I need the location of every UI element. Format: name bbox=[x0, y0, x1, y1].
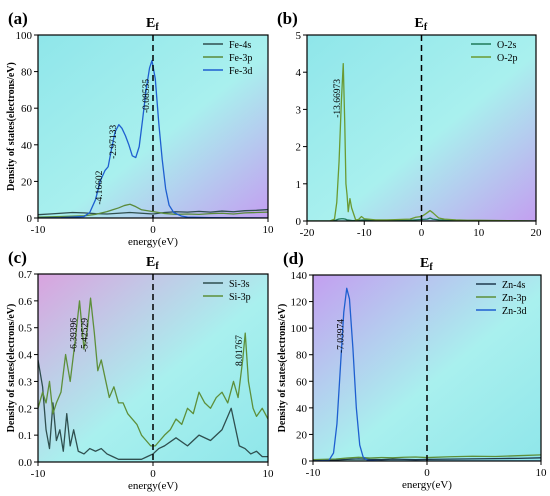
y-tick-label: 100 bbox=[16, 30, 33, 42]
y-axis-label: Density of states(electrons/eV) bbox=[6, 62, 17, 191]
y-tick-label: 0.6 bbox=[18, 296, 32, 308]
x-tick-label: -20 bbox=[300, 227, 315, 239]
y-tick-label: 0.7 bbox=[18, 269, 32, 281]
x-tick-label: 0 bbox=[150, 468, 156, 480]
series-group bbox=[38, 59, 268, 218]
y-tick-label: 0 bbox=[302, 456, 308, 468]
legend-entry: O-2s bbox=[497, 40, 517, 51]
y-tick-label: 120 bbox=[291, 297, 308, 309]
dos-panel-2: Ef -20 -10 0 10 20 0 1 2 3 4 5 (b) -13.66973 O-2s O-2p bbox=[277, 9, 542, 239]
x-tick-label: -10 bbox=[31, 468, 46, 480]
peak-annotation: -6.39396 bbox=[70, 318, 80, 352]
legend-entry: Zn-3d bbox=[502, 306, 526, 317]
y-tick-label: 140 bbox=[291, 270, 308, 282]
peak-annotation: -7.03974 bbox=[337, 319, 347, 353]
dos-panel-4: Ef-10 0 10020406080100120140energy(eV)Dens… bbox=[277, 249, 547, 491]
y-tick-label: 0.1 bbox=[18, 430, 32, 442]
legend-entry: O-2p bbox=[497, 53, 518, 64]
x-tick-label: 0 bbox=[424, 467, 430, 479]
legend-entry: Zn-4s bbox=[502, 280, 525, 291]
y-tick-label: 2 bbox=[296, 142, 302, 154]
x-tick-label: -10 bbox=[306, 467, 321, 479]
peak-annotation: -0.08535 bbox=[142, 79, 152, 113]
x-tick-label: 10 bbox=[263, 224, 275, 236]
y-tick-label: 60 bbox=[21, 103, 33, 115]
y-tick-label: 0.4 bbox=[18, 350, 32, 362]
legend-entry: Si-3s bbox=[229, 279, 250, 290]
series-line-o-2p bbox=[307, 62, 536, 221]
peak-annotation: -5.42529 bbox=[81, 318, 91, 352]
dos-panel-3: Ef -10 0 10 0.0 0.1 0.2 0.3 0.4 0.5 0.6 0.7 energy(e… bbox=[6, 248, 274, 492]
fermi-label-subscript: f bbox=[429, 262, 433, 273]
panel-label: (d) bbox=[283, 249, 304, 268]
x-axis-label: energy(eV) bbox=[128, 480, 178, 492]
y-tick-label: 3 bbox=[296, 104, 302, 116]
fermi-label: Ef bbox=[415, 16, 428, 33]
x-tick-label: 10 bbox=[473, 227, 485, 239]
peak-annotation: 8.01767 bbox=[235, 335, 245, 366]
fermi-label-subscript: f bbox=[155, 261, 159, 272]
x-tick-label: 0 bbox=[150, 224, 156, 236]
legend-entry: Zn-3p bbox=[502, 293, 526, 304]
series-line-zn-3p bbox=[313, 454, 541, 461]
y-tick-label: 100 bbox=[291, 323, 308, 335]
y-tick-label: 5 bbox=[296, 30, 302, 42]
y-tick-label: 4 bbox=[296, 67, 302, 79]
panel-label: (b) bbox=[277, 9, 298, 28]
y-axis-label: Density of states(electrons/eV) bbox=[6, 304, 17, 433]
series-group bbox=[38, 297, 268, 460]
legend-entry: Fe-3d bbox=[229, 66, 252, 77]
y-tick-label: 20 bbox=[296, 429, 308, 441]
peak-annotation: -4.16602 bbox=[95, 170, 105, 204]
legend-entry: Si-3p bbox=[229, 292, 251, 303]
series-line-zn-4s bbox=[313, 457, 541, 461]
x-tick-label: 20 bbox=[531, 227, 543, 239]
series-line-fe-4s bbox=[38, 208, 268, 216]
fermi-label: Ef bbox=[146, 16, 159, 33]
y-tick-label: 40 bbox=[296, 403, 308, 415]
series-line-fe-3d bbox=[38, 59, 268, 218]
x-tick-label: -10 bbox=[357, 227, 372, 239]
y-tick-label: 20 bbox=[21, 176, 33, 188]
series-line-si-3s bbox=[38, 359, 268, 460]
panel-label: (c) bbox=[8, 248, 27, 267]
legend-entry: Fe-3p bbox=[229, 53, 252, 64]
series-line-fe-3p bbox=[38, 203, 268, 218]
y-tick-label: 0 bbox=[296, 216, 302, 228]
y-axis-label: Density of states(electrons/eV) bbox=[277, 304, 288, 433]
x-axis-label: energy(eV) bbox=[402, 479, 452, 491]
y-tick-label: 80 bbox=[21, 67, 33, 79]
fermi-label-subscript: f bbox=[155, 22, 159, 33]
y-tick-label: 0.5 bbox=[18, 323, 32, 335]
x-tick-label: 10 bbox=[263, 468, 275, 480]
y-tick-label: 0 bbox=[27, 213, 33, 225]
peak-annotation: -13.66973 bbox=[333, 79, 343, 118]
y-tick-label: 0.2 bbox=[18, 403, 32, 415]
fermi-label: Ef bbox=[420, 256, 433, 273]
x-tick-label: 10 bbox=[536, 467, 548, 479]
y-tick-label: 1 bbox=[296, 179, 302, 191]
series-line-si-3p bbox=[38, 297, 268, 447]
legend-entry: Fe-4s bbox=[229, 40, 251, 51]
fermi-label-subscript: f bbox=[424, 22, 428, 33]
y-tick-label: 80 bbox=[296, 350, 308, 362]
x-tick-label: 0 bbox=[419, 227, 425, 239]
peak-annotation: -2.97133 bbox=[109, 125, 119, 159]
panel-label: (a) bbox=[8, 9, 28, 28]
y-tick-label: 60 bbox=[296, 376, 308, 388]
y-tick-label: 0.3 bbox=[18, 376, 32, 388]
y-tick-label: 40 bbox=[21, 140, 33, 152]
y-tick-label: 0.0 bbox=[18, 457, 32, 469]
x-tick-label: -10 bbox=[31, 224, 46, 236]
fermi-label: Ef bbox=[146, 255, 159, 272]
x-axis-label: energy(eV) bbox=[128, 236, 178, 248]
